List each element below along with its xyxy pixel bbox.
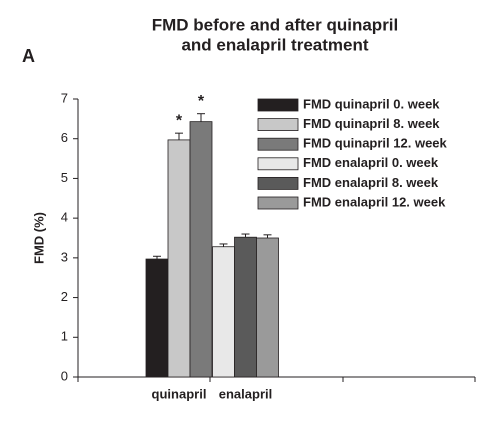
legend-label: FMD quinapril 0. week: [303, 96, 440, 111]
legend-swatch: [257, 176, 299, 190]
bar: [189, 121, 213, 378]
y-tick-label: 7: [61, 90, 68, 105]
legend-swatch: [257, 137, 299, 151]
panel-label: A: [22, 46, 35, 66]
bar: [256, 237, 279, 378]
bar: [212, 246, 235, 378]
legend-swatch: [257, 98, 299, 112]
y-tick-label: 3: [61, 249, 68, 264]
error-bar: [153, 255, 161, 260]
annotation: *: [176, 112, 183, 129]
x-tick-label: enalapril: [219, 386, 272, 401]
chart-title: and enalapril treatment: [181, 35, 368, 54]
bar: [145, 258, 169, 378]
bar: [234, 236, 257, 378]
error-bar: [175, 132, 183, 140]
error-bar: [197, 113, 205, 122]
y-tick-label: 6: [61, 130, 68, 145]
y-tick-label: 1: [61, 329, 68, 344]
x-tick-label: quinapril: [152, 386, 207, 401]
y-tick-label: 0: [61, 368, 68, 383]
y-tick-label: 4: [61, 210, 68, 225]
legend-label: FMD enalapril 8. week: [303, 175, 439, 190]
error-bar: [263, 234, 272, 238]
legend-label: FMD quinapril 8. week: [303, 116, 440, 131]
chart-title: FMD before and after quinapril: [152, 15, 399, 34]
legend-label: FMD quinapril 12. week: [303, 136, 448, 151]
annotation: *: [198, 93, 205, 110]
error-bar: [219, 243, 228, 247]
y-axis-label: FMD (%): [31, 212, 46, 264]
bar: [167, 139, 191, 378]
error-bar: [241, 233, 250, 238]
legend-label: FMD enalapril 0. week: [303, 155, 439, 170]
y-tick-label: 5: [61, 170, 68, 185]
legend-swatch: [257, 157, 299, 171]
legend-label: FMD enalapril 12. week: [303, 194, 446, 209]
legend-swatch: [257, 196, 299, 210]
legend-swatch: [257, 118, 299, 131]
y-tick-label: 2: [61, 289, 68, 304]
